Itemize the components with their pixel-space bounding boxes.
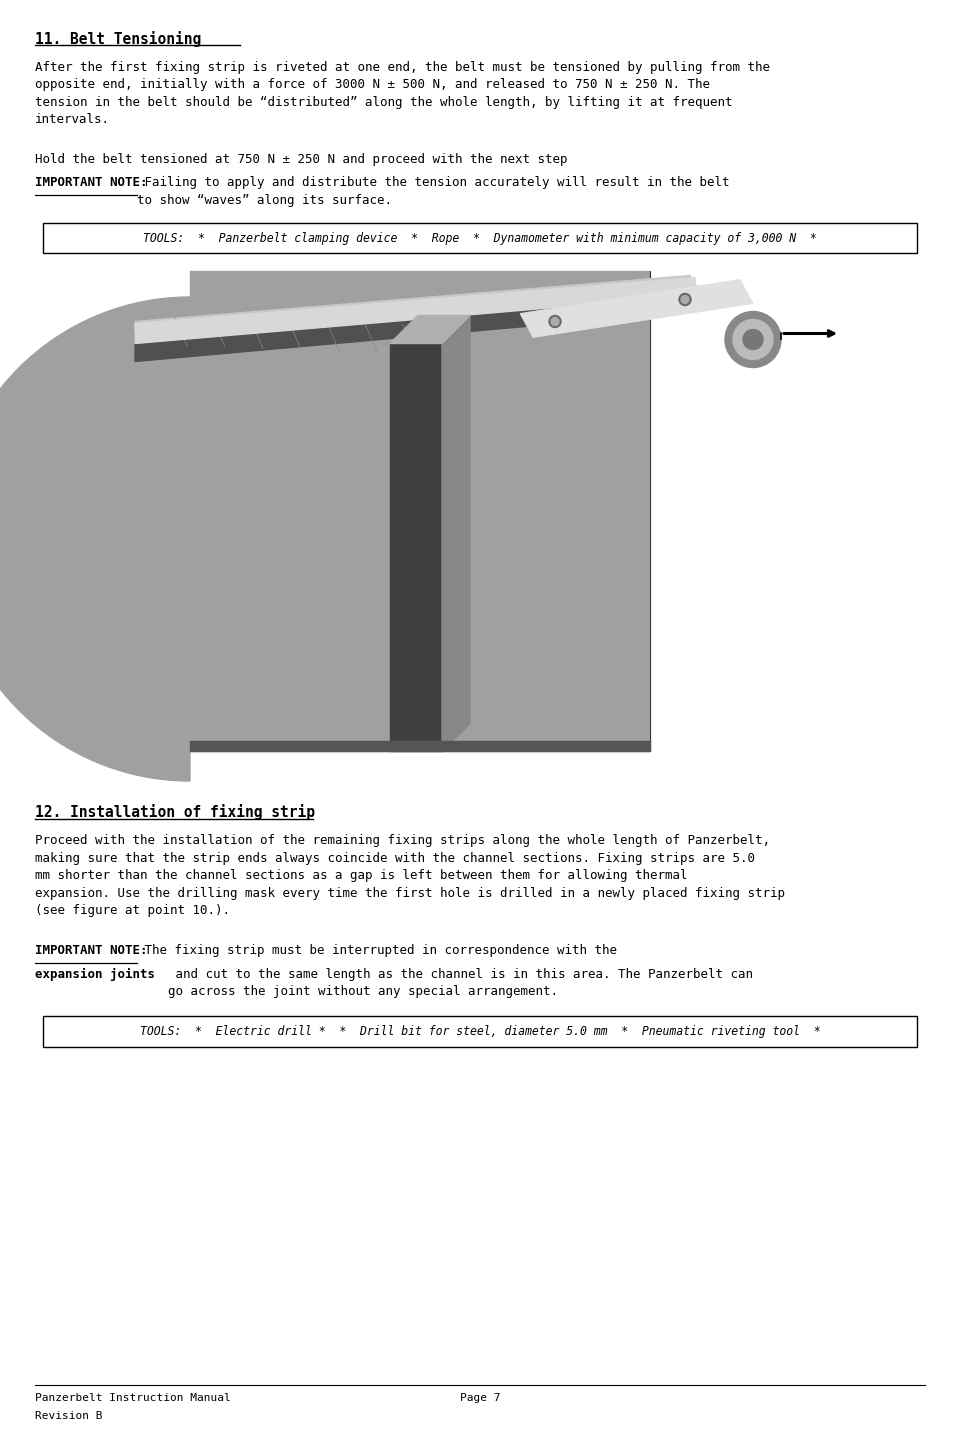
Text: 12. Installation of fixing strip: 12. Installation of fixing strip — [35, 805, 315, 820]
Bar — [43, 1016, 917, 1046]
Text: The fixing strip must be interrupted in correspondence with the: The fixing strip must be interrupted in … — [137, 945, 617, 957]
Bar — [390, 343, 442, 752]
Polygon shape — [520, 280, 753, 337]
Polygon shape — [390, 316, 470, 343]
Text: expansion joints: expansion joints — [35, 967, 155, 982]
Polygon shape — [442, 316, 470, 752]
Polygon shape — [135, 276, 700, 340]
Text: Failing to apply and distribute the tension accurately will result in the belt
t: Failing to apply and distribute the tens… — [137, 177, 730, 207]
Text: Proceed with the installation of the remaining fixing strips along the whole len: Proceed with the installation of the rem… — [35, 835, 785, 917]
Polygon shape — [135, 286, 670, 362]
Polygon shape — [135, 277, 695, 343]
Bar — [43, 223, 917, 253]
Text: Page 7: Page 7 — [460, 1393, 500, 1403]
Text: and cut to the same length as the channel is in this area. The Panzerbelt can
go: and cut to the same length as the channe… — [168, 967, 753, 999]
Circle shape — [549, 316, 561, 327]
Circle shape — [733, 320, 773, 360]
Wedge shape — [0, 297, 190, 782]
Circle shape — [725, 312, 781, 367]
Text: After the first fixing strip is riveted at one end, the belt must be tensioned b: After the first fixing strip is riveted … — [35, 61, 770, 127]
Bar — [190, 272, 650, 752]
Circle shape — [679, 293, 691, 306]
Text: TOOLS:  *  Panzerbelt clamping device  *  Rope  *  Dynamometer with minimum capa: TOOLS: * Panzerbelt clamping device * Ro… — [143, 231, 817, 244]
Text: Hold the belt tensioned at 750 N ± 250 N and proceed with the next step: Hold the belt tensioned at 750 N ± 250 N… — [35, 153, 567, 166]
Circle shape — [551, 317, 559, 326]
Text: Revision B: Revision B — [35, 1410, 103, 1420]
Bar — [190, 742, 650, 752]
Text: 11. Belt Tensioning: 11. Belt Tensioning — [35, 31, 202, 47]
Text: IMPORTANT NOTE:: IMPORTANT NOTE: — [35, 945, 148, 957]
Circle shape — [743, 330, 763, 350]
Text: TOOLS:  *  Electric drill *  *  Drill bit for steel, diameter 5.0 mm  *  Pneumat: TOOLS: * Electric drill * * Drill bit fo… — [140, 1025, 820, 1037]
Text: IMPORTANT NOTE:: IMPORTANT NOTE: — [35, 177, 148, 190]
Text: Panzerbelt Instruction Manual: Panzerbelt Instruction Manual — [35, 1393, 230, 1403]
Circle shape — [681, 296, 689, 303]
